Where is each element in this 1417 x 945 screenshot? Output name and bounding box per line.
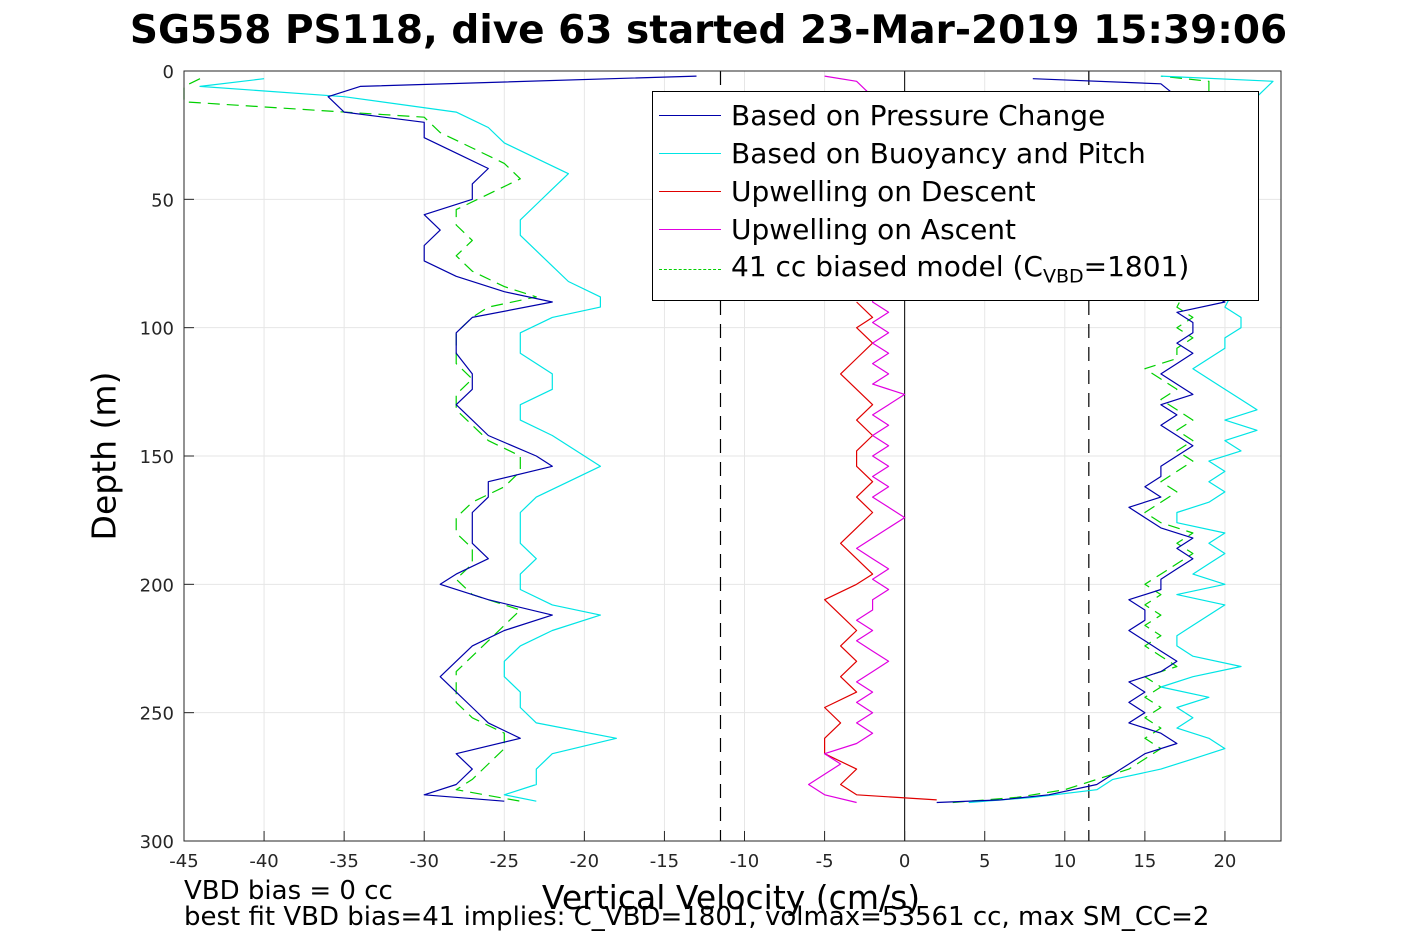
- legend-swatch: [659, 114, 721, 116]
- series-group: [183, 75, 1274, 804]
- x-tick-label: 0: [899, 851, 910, 872]
- x-tick-label: -15: [650, 851, 679, 872]
- best-fit-note: best fit VBD bias=41 implies: C_VBD=1801…: [184, 902, 1210, 932]
- series-line-4-ascent: [952, 75, 1210, 804]
- axis-ticks: -45 -40 -35 -30 -25 -20 -15 -10 -5 0 5 10 15 20050100…: [140, 62, 1237, 872]
- x-tick-label: -40: [249, 851, 278, 872]
- legend: Based on Pressure Change Based on Buoyan…: [652, 91, 1259, 301]
- y-axis-label: Depth (m): [84, 371, 124, 541]
- vbd-bias-note: VBD bias = 0 cc: [184, 876, 393, 906]
- series-line-2-descent: [823, 301, 937, 801]
- legend-label: Based on Pressure Change: [731, 98, 1106, 132]
- legend-swatch: [659, 152, 721, 154]
- legend-label: Based on Buoyancy and Pitch: [731, 136, 1146, 170]
- series-line-1-descent: [199, 78, 618, 802]
- x-tick-label: 15: [1133, 851, 1156, 872]
- y-tick-label: 300: [140, 832, 174, 853]
- x-tick-label: 5: [979, 851, 990, 872]
- y-tick-label: 0: [163, 62, 174, 83]
- x-tick-label: -45: [169, 851, 198, 872]
- y-tick-label: 50: [151, 190, 174, 211]
- series-line-3-ascent: [807, 75, 906, 804]
- chart-title: SG558 PS118, dive 63 started 23-Mar-2019…: [129, 8, 1288, 53]
- y-tick-label: 200: [140, 575, 174, 596]
- x-axis-label: Vertical Velocity (cm/s): [541, 878, 921, 917]
- x-tick-label: 10: [1053, 851, 1076, 872]
- legend-label: Upwelling on Ascent: [731, 212, 1017, 246]
- legend-label: 41 cc biased model (CVBD=1801): [731, 250, 1190, 288]
- legend-swatch: [659, 228, 721, 230]
- y-tick-label: 250: [140, 704, 174, 725]
- series-line-1-ascent: [968, 75, 1274, 804]
- legend-item: Upwelling on Ascent: [659, 210, 1016, 248]
- x-tick-label: 20: [1213, 851, 1236, 872]
- x-tick-label: -25: [490, 851, 519, 872]
- x-tick-label: -10: [730, 851, 759, 872]
- series-line-4-descent: [183, 78, 537, 802]
- x-tick-label: -30: [410, 851, 439, 872]
- y-tick-label: 100: [140, 319, 174, 340]
- legend-item: 41 cc biased model (CVBD=1801): [659, 250, 1189, 288]
- x-tick-label: -35: [329, 851, 358, 872]
- y-tick-label: 150: [140, 447, 174, 468]
- series-line-0-descent: [327, 75, 697, 802]
- legend-label: Upwelling on Descent: [731, 174, 1036, 208]
- x-tick-label: -5: [816, 851, 834, 872]
- legend-item: Based on Buoyancy and Pitch: [659, 134, 1146, 172]
- series-line-0-ascent: [936, 78, 1226, 804]
- legend-item: Based on Pressure Change: [659, 96, 1105, 134]
- legend-item: Upwelling on Descent: [659, 172, 1036, 210]
- x-tick-label: -20: [570, 851, 599, 872]
- legend-swatch: [659, 190, 721, 192]
- legend-swatch: [659, 268, 721, 270]
